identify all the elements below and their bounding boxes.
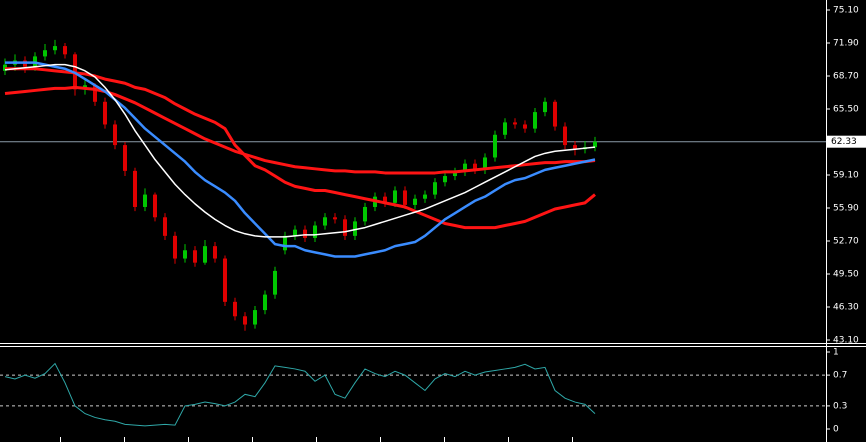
candle-body [593, 141, 597, 148]
candle-body [393, 190, 397, 203]
candle-body [353, 221, 357, 236]
candle-body [243, 316, 247, 325]
candle-body [193, 250, 197, 263]
candle-body [503, 122, 507, 135]
candle-body [483, 157, 487, 170]
candle-body [423, 194, 427, 199]
candle-body [313, 225, 317, 238]
y-tick-label: 55.90 [833, 204, 859, 214]
y-tick-label: 49.50 [833, 270, 859, 280]
candle-body [563, 126, 567, 146]
candle-body [383, 196, 387, 203]
y-tick-label: 0.3 [833, 401, 847, 411]
candle-body [123, 145, 127, 171]
candle-body [173, 235, 177, 259]
candle-body [163, 217, 167, 236]
candle-body [293, 229, 297, 236]
candle-body [553, 101, 557, 127]
candle-body [143, 194, 147, 207]
candle-body [63, 46, 67, 55]
candle-body [413, 198, 417, 205]
candle-body [103, 101, 107, 125]
candle-body [473, 163, 477, 170]
y-tick-label: 75.10 [833, 6, 859, 16]
candle-body [363, 206, 367, 222]
y-tick-label: 71.90 [833, 39, 859, 49]
candle-body [513, 122, 517, 125]
y-tick-label: 0 [833, 425, 839, 435]
y-tick-label: 68.70 [833, 72, 859, 82]
candle-body [223, 258, 227, 302]
candle-body [333, 217, 337, 220]
indicator-line [5, 67, 596, 230]
y-tick-label: 52.70 [833, 237, 859, 247]
candle-body [403, 190, 407, 205]
candle-body [493, 134, 497, 158]
y-tick-label: 65.50 [833, 105, 859, 115]
candle-body [153, 194, 157, 218]
candle-body [213, 246, 217, 259]
indicator-line [4, 63, 596, 238]
current-price-label: 62.33 [831, 137, 857, 147]
candle-body [323, 217, 327, 226]
y-tick-label: 59.10 [833, 171, 859, 181]
y-tick-label: 1 [833, 348, 839, 358]
candle-body [533, 112, 537, 129]
candle-body [263, 294, 267, 311]
candle-body [273, 270, 277, 295]
current-price-box [827, 135, 866, 148]
oscillator-line [4, 362, 596, 427]
candle-body [343, 219, 347, 236]
indicator-line [5, 61, 596, 258]
y-tick-label: 0.7 [833, 371, 847, 381]
candle-body [443, 176, 447, 183]
candle-body [523, 124, 527, 129]
candle-body [113, 124, 117, 146]
candle-body [253, 310, 257, 325]
candle-body [133, 170, 137, 207]
y-tick-label: 43.10 [833, 336, 859, 346]
candle-body [203, 246, 207, 263]
candle-body [573, 145, 577, 150]
candle-body [183, 250, 187, 259]
candle-body [303, 229, 307, 238]
candle-body [463, 163, 467, 172]
candle-body [543, 101, 547, 113]
candle-body [53, 46, 57, 51]
time-axis-ticks [60, 437, 573, 442]
candle-body [43, 50, 47, 57]
candle-body [93, 85, 97, 102]
candle-body [453, 171, 457, 177]
candle-body [433, 182, 437, 195]
y-tick-label: 46.30 [833, 303, 859, 313]
candle-body [233, 301, 237, 317]
candle-body [283, 235, 287, 251]
